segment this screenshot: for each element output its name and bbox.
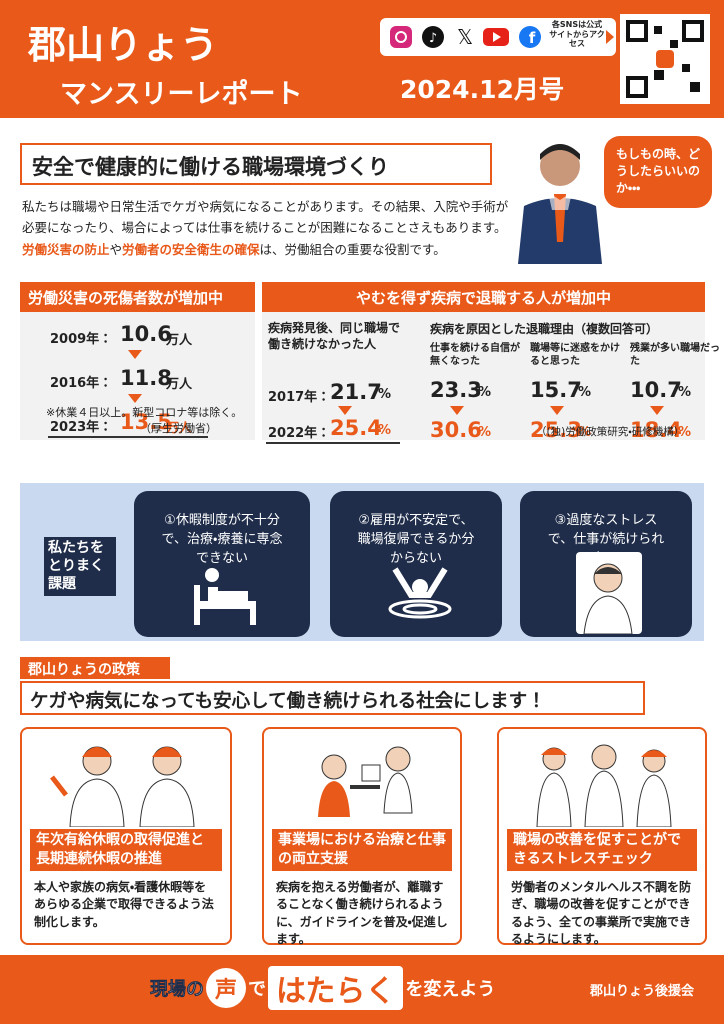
arrow (650, 406, 664, 415)
value-before: 23.3 (430, 378, 482, 402)
value-before: 10.7 (630, 378, 682, 402)
subtitle: マンスリーレポート (60, 79, 303, 110)
slogan-part: 声 (206, 968, 246, 1008)
policy-text: 本人や家族の病気・看護休暇等をあらゆる企業で取得できるよう法制化します。 (34, 880, 214, 929)
name: 郡山りょう (28, 23, 219, 67)
value-before: 15.7 (530, 378, 582, 402)
reason-label: 残業が多い職場だった (630, 343, 720, 367)
slogan-part: で (248, 979, 266, 1000)
value: 10.6 (120, 322, 172, 346)
unit: % (378, 423, 392, 438)
value: 25.4 (330, 416, 382, 440)
challenge-text: ①休暇制度が不十分で、治療・療養に専念できない (161, 513, 283, 566)
unit: % (478, 385, 492, 400)
highlight: 労働災害の防止 (22, 241, 110, 257)
arrow (550, 406, 564, 415)
intro-tail: は、労働組合の重要な役割です。 (259, 241, 446, 257)
value-after: 25.3 (530, 418, 582, 442)
icon-bed (194, 568, 256, 625)
value: 13.5 (120, 410, 172, 434)
source: （厚生労働省） (140, 422, 217, 435)
qr-code (620, 14, 710, 104)
challenge-text: ②雇用が不安定で、職場復帰できるか分からない (357, 513, 475, 566)
unit: % (678, 385, 692, 400)
value-after: 18.4 (630, 418, 682, 442)
arrow (128, 394, 142, 403)
svg-text:♪: ♪ (429, 31, 437, 46)
arrow (338, 406, 352, 415)
policy-title: 年次有給休暇の取得促進と長期連続休暇の推進 (30, 829, 222, 871)
illustration-workers (50, 746, 195, 827)
speech-bubble: もしもの時、どうしたらいいのか・・・ (604, 136, 712, 208)
policy-title: 職場の改善を促すことができるストレスチェック (507, 829, 697, 871)
sns-icons: ♪ 𝕏 f (390, 25, 614, 49)
panel-title: 労働災害の死傷者数が増加中 (20, 282, 255, 312)
unit: % (678, 425, 692, 440)
policy-title: 事業場における治療と仕事の両立支援 (272, 829, 452, 871)
svg-text:𝕏: 𝕏 (457, 25, 473, 49)
illustration-consult (318, 746, 413, 817)
policy-card: 事業場における治療と仕事の両立支援 疾病を抱える労働者が、離職することなく働き続… (262, 727, 462, 946)
policy-card: 職場の改善を促すことができるストレスチェック 労働者のメンタルヘルス不調を防ぎ、… (497, 727, 707, 946)
year: 2023年： (50, 420, 113, 435)
sns-note: 各SNSは公式サイトからアクセス (549, 20, 605, 49)
year: 2022年： (268, 426, 331, 441)
value: 21.7 (330, 380, 382, 404)
icon-drowning (388, 567, 452, 619)
challenge-card: ①休暇制度が不十分で、治療・療養に専念できない (134, 491, 310, 637)
unit: % (378, 387, 392, 402)
unit: 万人 (166, 333, 193, 348)
value-after: 30.6 (430, 418, 482, 442)
intro-text: 私たちは職場や日常生活でケガや病気になることがあります。その結果、入院や手術が必… (22, 196, 512, 260)
source: （(独)労働政策研究・研修機構） (536, 426, 685, 438)
icon-stressed (576, 552, 642, 634)
unit: % (478, 425, 492, 440)
year: 2016年： (50, 376, 113, 391)
unit: 万人 (166, 377, 193, 392)
slogan-part: を変えよう (405, 979, 496, 1000)
underline (266, 442, 400, 444)
intro-body: 私たちは職場や日常生活でケガや病気になることがあります。その結果、入院や手術が必… (22, 199, 509, 236)
challenges-label: 私たちをとりまく課題 (44, 537, 116, 596)
note: ※休業４日以上。新型コロナ等は除く。 (46, 406, 243, 419)
slogan: 現場の 声 で はたらく を変えよう (150, 966, 495, 1010)
policy-card: 年次有給休暇の取得促進と長期連続休暇の推進 本人や家族の病気・看護休暇等をあらゆ… (20, 727, 232, 945)
slogan-part: はたらく (268, 966, 404, 1010)
portrait (518, 144, 602, 264)
reason-label: 仕事を続ける自信が無くなった (430, 343, 520, 367)
unit: 万人 (166, 421, 193, 436)
reason-label: 職場等に迷惑をかけると思った (530, 343, 620, 367)
policy-headline: ケガや病気になっても安心して働き続けられる社会にします！ (20, 681, 645, 715)
org: 郡山りょう後援会 (590, 984, 695, 999)
policy-text: 労働者のメンタルヘルス不調を防ぎ、職場の改善を促すことができるよう、全ての事業所… (511, 880, 692, 947)
panel-title: やむを得ず疾病で退職する人が増加中 (262, 282, 705, 312)
underline (48, 436, 208, 438)
highlight: 労働者の安全衛生の確保 (122, 241, 260, 257)
intro-join: や (109, 241, 123, 257)
svg-text:f: f (529, 29, 536, 47)
caption: 疾病発見後、同じ職場で働き続けなかった人 (268, 321, 401, 352)
sns-box: ♪ 𝕏 f 各SNSは公式サイトからアクセス (380, 18, 616, 56)
issue: 2024.12月号 (400, 75, 564, 104)
qr-pattern (626, 20, 704, 98)
unit: % (578, 385, 592, 400)
policy-text: 疾病を抱える労働者が、離職することなく働き続けられるように、ガイドラインを普及・… (276, 880, 448, 947)
section-title: 安全で健康的に働ける職場環境づくり (20, 143, 492, 185)
slogan-part: 現場の (150, 979, 205, 1001)
caption: 疾病を原因とした退職理由（複数回答可） (430, 322, 659, 336)
year: 2009年： (50, 332, 113, 347)
policy-label: 郡山りょうの政策 (20, 657, 170, 679)
unit: % (578, 425, 592, 440)
arrow (128, 350, 142, 359)
arrow (450, 406, 464, 415)
value: 11.8 (120, 366, 172, 390)
year: 2017年： (268, 390, 331, 405)
illustration-staff (536, 744, 672, 827)
